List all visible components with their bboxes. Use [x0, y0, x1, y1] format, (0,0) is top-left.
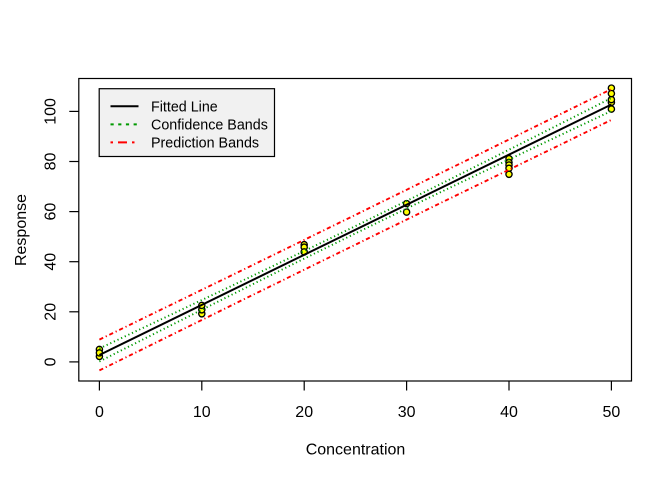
svg-text:100: 100: [43, 98, 60, 125]
svg-text:40: 40: [43, 253, 60, 271]
svg-text:Prediction Bands: Prediction Bands: [151, 136, 259, 152]
svg-text:60: 60: [43, 203, 60, 221]
svg-text:0: 0: [43, 357, 60, 366]
svg-text:40: 40: [500, 404, 518, 421]
svg-text:30: 30: [398, 404, 416, 421]
svg-text:80: 80: [43, 153, 60, 171]
svg-text:0: 0: [95, 404, 104, 421]
svg-text:Concentration: Concentration: [306, 442, 406, 459]
svg-text:Fitted Line: Fitted Line: [151, 99, 218, 115]
svg-text:20: 20: [43, 303, 60, 321]
svg-text:Response: Response: [13, 194, 30, 266]
svg-text:10: 10: [193, 404, 211, 421]
svg-text:Confidence Bands: Confidence Bands: [151, 118, 268, 134]
svg-text:50: 50: [603, 404, 621, 421]
svg-text:20: 20: [295, 404, 313, 421]
